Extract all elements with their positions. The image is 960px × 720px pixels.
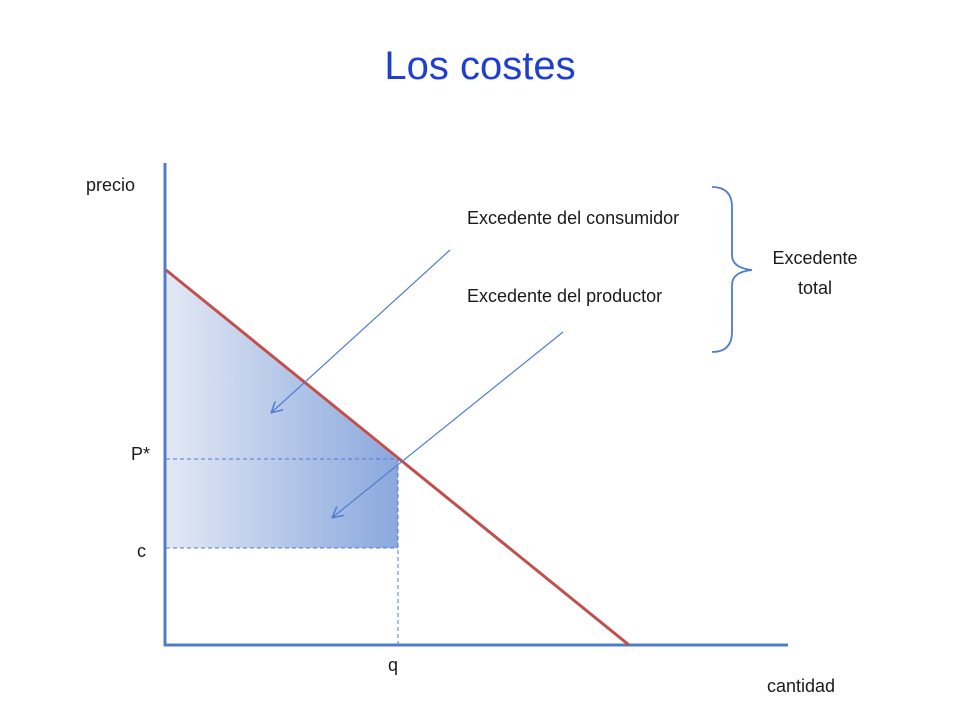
x-axis-label: cantidad (767, 676, 836, 696)
surplus-area (166, 272, 398, 548)
slide-title: Los costes (384, 44, 576, 88)
consumer-surplus-arrow (272, 249, 451, 412)
consumer-surplus-label: Excedente del consumidor (467, 208, 680, 228)
producer-surplus-arrow (333, 331, 564, 517)
y-axis-label: precio (86, 175, 136, 195)
demand-line (165, 268, 630, 647)
c-label: c (137, 541, 146, 561)
producer-surplus-label: Excedente del productor (467, 286, 663, 306)
total-surplus-label-line1: Excedente (772, 248, 858, 268)
total-surplus-label-line2: total (797, 278, 833, 298)
p-star-label: P* (131, 444, 151, 464)
q-label: q (388, 655, 399, 675)
total-surplus-brace (711, 186, 753, 353)
